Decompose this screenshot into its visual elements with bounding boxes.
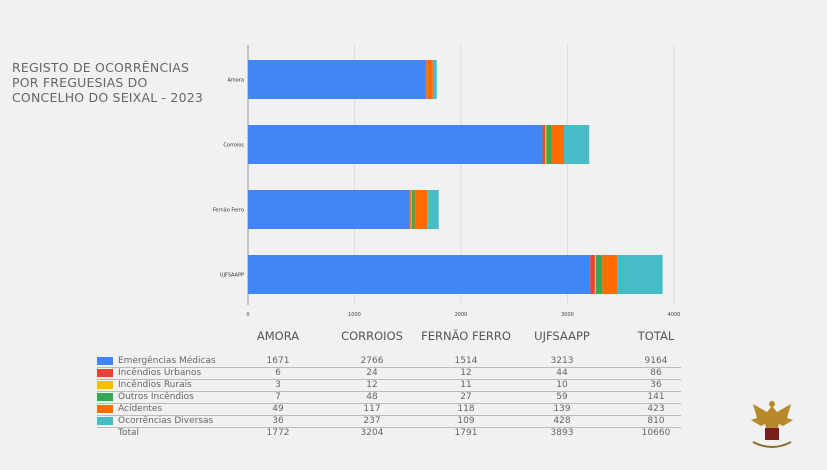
table-cell: 1671 <box>266 356 290 366</box>
table-cell: 3213 <box>550 356 574 366</box>
bar-segment <box>590 255 595 294</box>
table-cell: 12 <box>366 380 378 390</box>
bar-segment <box>248 60 426 99</box>
bar-segment <box>542 125 546 164</box>
table-cell: 118 <box>457 404 475 414</box>
row-label: Outros Incêndios <box>118 392 194 402</box>
row-label: Acidentes <box>118 404 163 414</box>
table-cell: 810 <box>647 416 665 426</box>
row-label: Incêndios Urbanos <box>118 368 202 378</box>
table-cell: 1772 <box>266 428 290 438</box>
table-header: CORROIOS <box>341 329 403 343</box>
title-line: REGISTO DE OCORRÊNCIAS <box>12 60 190 75</box>
table-cell: 139 <box>553 404 571 414</box>
title-line: CONCELHO DO SEIXAL - 2023 <box>12 90 204 105</box>
x-tick-label: 3000 <box>561 312 574 318</box>
eagle-emblem-icon <box>751 401 793 448</box>
table-header: AMORA <box>256 329 300 343</box>
y-category-label: Amora <box>228 78 244 84</box>
table-cell: 36 <box>272 416 284 426</box>
table-header: UJFSAAPP <box>534 329 590 343</box>
title-line: POR FREGUESIAS DO <box>12 75 148 90</box>
legend-swatch <box>97 381 113 389</box>
table-cell: 27 <box>460 392 472 402</box>
table-cell: 109 <box>457 416 475 426</box>
table-cell: 6 <box>275 368 281 378</box>
bar-segment <box>551 125 564 164</box>
table-cell: 12 <box>460 368 472 378</box>
table-cell: 10 <box>556 380 568 390</box>
table-header: TOTAL <box>637 329 675 343</box>
bar-segment <box>248 255 591 294</box>
row-label: Incêndios Rurais <box>118 380 192 390</box>
legend-swatch <box>97 357 113 365</box>
stacked-bar-chart: 0 1000 2000 3000 4000 Amora Corroios Fernão Fer… <box>213 45 681 318</box>
legend-swatch <box>97 417 113 425</box>
table-cell: 428 <box>553 416 571 426</box>
row-label: Ocorrências Diversas <box>118 416 214 426</box>
table-row: Ocorrências Diversas 36 237 109 428 810 <box>97 415 681 428</box>
table-cell: 11 <box>460 380 472 390</box>
legend-swatch <box>97 405 113 413</box>
bar-segment <box>425 60 427 99</box>
bar-segment <box>563 125 590 164</box>
table-cell: 7 <box>275 392 281 402</box>
y-category-label: UJFSAAPP <box>220 273 244 279</box>
table-cell: 423 <box>647 404 665 414</box>
bar-segment <box>602 255 618 294</box>
bar-segment <box>411 190 415 229</box>
table-cell: 36 <box>650 380 662 390</box>
table-row: Incêndios Rurais 3 12 11 10 36 <box>97 379 681 392</box>
bar-segment <box>248 125 543 164</box>
table-row: Emergências Médicas 1671 2766 1514 3213 9164 <box>97 355 681 368</box>
bar-segment <box>432 60 437 99</box>
legend-swatch <box>97 369 113 377</box>
table-cell: 48 <box>366 392 378 402</box>
y-category-label: Corroios <box>223 143 244 149</box>
bar-segment <box>414 190 428 229</box>
table-header: FERNÃO FERRO <box>421 329 511 343</box>
bar-segment <box>427 60 433 99</box>
table-row: Outros Incêndios 7 48 27 59 141 <box>97 391 681 404</box>
table-cell: 141 <box>647 392 665 402</box>
table-cell: 1514 <box>454 356 478 366</box>
table-cell: 3893 <box>550 428 574 438</box>
bar-segment <box>595 255 603 294</box>
legend-swatch <box>97 393 113 401</box>
bar-segment <box>427 190 439 229</box>
table-cell: 237 <box>363 416 381 426</box>
bar-segment <box>426 60 428 99</box>
table-cell: 10660 <box>641 428 671 438</box>
table-cell: 3 <box>275 380 281 390</box>
bar-segment <box>409 190 411 229</box>
table-cell: 2766 <box>360 356 384 366</box>
table-cell: 117 <box>363 404 381 414</box>
y-category-label: Fernão Ferro <box>213 208 244 214</box>
x-tick-label: 0 <box>246 312 249 318</box>
bar-segment <box>410 190 412 229</box>
table-row: Acidentes 49 117 118 139 423 <box>97 403 681 416</box>
table-row: Total 1772 3204 1791 3893 10660 <box>97 427 681 439</box>
bar-segment <box>426 60 428 99</box>
table-cell: 9164 <box>644 356 668 366</box>
x-tick-label: 1000 <box>348 312 361 318</box>
table-cell: 44 <box>556 368 568 378</box>
row-label: Emergências Médicas <box>118 356 216 366</box>
table-row: Incêndios Urbanos 6 24 12 44 86 <box>97 367 681 380</box>
table-cell: 49 <box>272 404 284 414</box>
bar-segment <box>546 125 552 164</box>
bar-segment <box>248 190 410 229</box>
x-tick-label: 4000 <box>668 312 681 318</box>
table-cell: 86 <box>650 368 662 378</box>
table-cell: 3204 <box>360 428 384 438</box>
row-label: Total <box>118 428 140 438</box>
table-cell: 24 <box>366 368 378 378</box>
x-tick-label: 2000 <box>455 312 468 318</box>
table-cell: 1791 <box>454 428 478 438</box>
bar-segment <box>545 125 547 164</box>
table-cell: 59 <box>556 392 568 402</box>
chart-title: REGISTO DE OCORRÊNCIAS POR FREGUESIAS DO… <box>12 60 232 105</box>
bar-segment <box>617 255 663 294</box>
bar-segment <box>594 255 596 294</box>
